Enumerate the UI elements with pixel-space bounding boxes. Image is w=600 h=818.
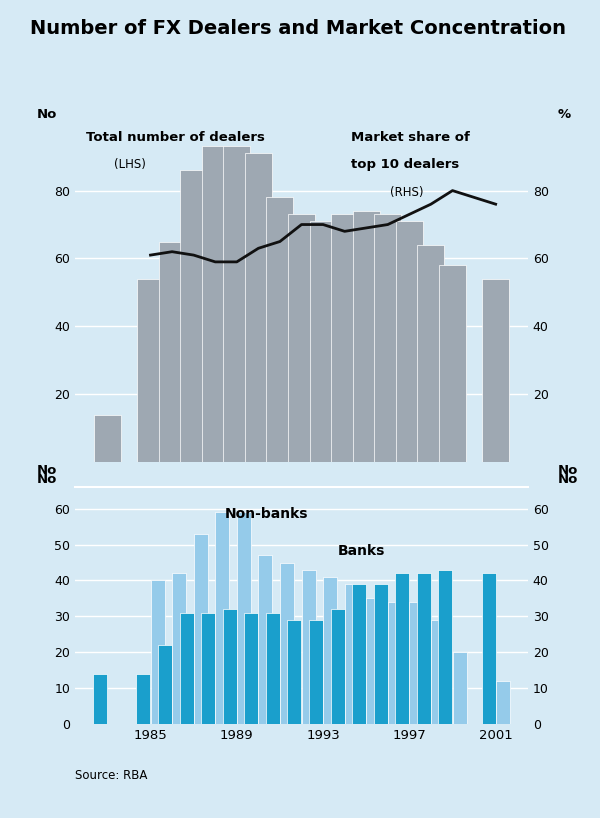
Text: Non-banks: Non-banks — [224, 507, 308, 521]
Text: (LHS): (LHS) — [113, 159, 145, 171]
Bar — [151, 581, 164, 724]
Text: No: No — [557, 473, 578, 486]
Text: top 10 dealers: top 10 dealers — [352, 159, 460, 171]
Bar — [344, 584, 359, 724]
Text: %: % — [557, 108, 571, 121]
Bar — [244, 613, 259, 724]
Bar — [223, 609, 237, 724]
Bar — [388, 602, 402, 724]
Bar — [352, 584, 366, 724]
Bar — [237, 512, 251, 724]
Bar — [331, 609, 344, 724]
Text: No: No — [557, 464, 578, 477]
Bar — [201, 613, 215, 724]
Bar — [172, 573, 186, 724]
Bar — [202, 146, 229, 462]
Bar — [482, 573, 496, 724]
Bar — [266, 197, 293, 462]
Bar — [496, 681, 509, 724]
Bar — [395, 573, 409, 724]
Text: Number of FX Dealers and Market Concentration: Number of FX Dealers and Market Concentr… — [30, 19, 566, 38]
Bar — [280, 563, 294, 724]
Bar — [266, 613, 280, 724]
Text: No: No — [37, 464, 57, 477]
Bar — [180, 170, 207, 462]
Bar — [245, 153, 272, 462]
Bar — [136, 674, 151, 724]
Bar — [179, 613, 194, 724]
Bar — [396, 221, 423, 462]
Bar — [137, 279, 164, 462]
Bar — [431, 620, 445, 724]
Bar — [302, 569, 316, 724]
Bar — [417, 573, 431, 724]
Bar — [259, 555, 272, 724]
Bar — [353, 211, 380, 462]
Text: Source: RBA: Source: RBA — [75, 769, 148, 782]
Bar — [439, 265, 466, 462]
Text: No: No — [37, 108, 57, 121]
Bar — [158, 241, 185, 462]
Bar — [94, 674, 107, 724]
Bar — [452, 652, 467, 724]
Bar — [158, 645, 172, 724]
Bar — [287, 620, 301, 724]
Bar — [374, 214, 401, 462]
Bar — [223, 146, 250, 462]
Bar — [418, 245, 445, 462]
Text: No: No — [37, 473, 57, 486]
Bar — [288, 214, 315, 462]
Bar — [215, 512, 229, 724]
Text: Total number of dealers: Total number of dealers — [86, 131, 265, 144]
Bar — [331, 214, 358, 462]
Bar — [482, 279, 509, 462]
Text: Market share of: Market share of — [352, 131, 470, 144]
Text: Banks: Banks — [338, 545, 385, 559]
Bar — [309, 620, 323, 724]
Bar — [310, 221, 337, 462]
Bar — [439, 569, 452, 724]
Bar — [194, 534, 208, 724]
Bar — [323, 577, 337, 724]
Bar — [409, 602, 424, 724]
Bar — [366, 599, 380, 724]
Text: (RHS): (RHS) — [390, 186, 424, 199]
Bar — [94, 415, 121, 462]
Bar — [374, 584, 388, 724]
